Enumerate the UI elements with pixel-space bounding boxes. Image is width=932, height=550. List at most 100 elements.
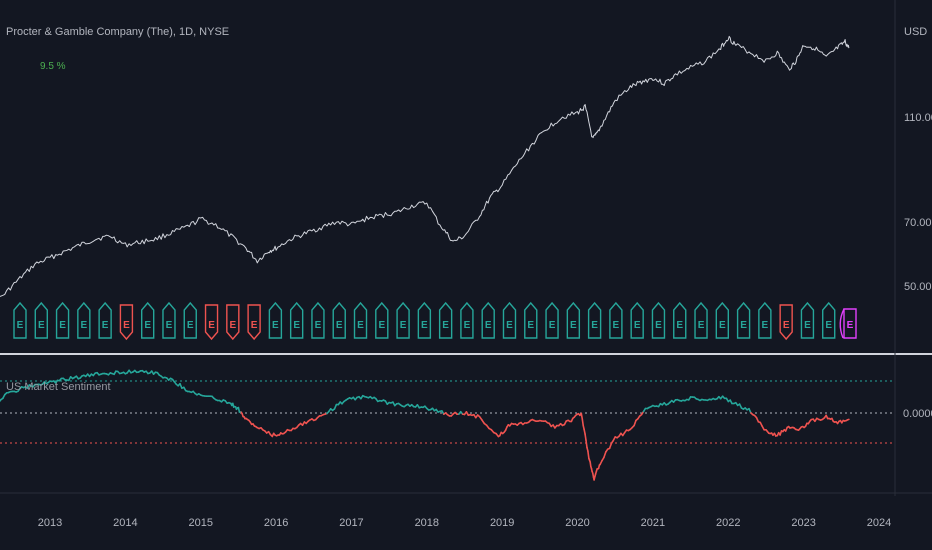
earnings-beat-marker[interactable]: E	[77, 301, 91, 339]
marker-shape	[779, 304, 793, 341]
marker-letter: E	[59, 320, 66, 331]
marker-letter: E	[442, 320, 449, 331]
marker-shape	[630, 301, 644, 339]
time-tick-label: 2020	[565, 517, 589, 529]
earnings-beat-marker[interactable]: E	[630, 301, 644, 339]
marker-letter: E	[570, 320, 577, 331]
earnings-beat-marker[interactable]: E	[289, 301, 304, 339]
marker-shape	[438, 301, 453, 339]
marker-shape	[162, 301, 176, 339]
price-tick-label: 70.00	[904, 217, 932, 229]
marker-shape	[98, 301, 112, 339]
time-tick-label: 2019	[490, 517, 514, 529]
price-line[interactable]	[0, 35, 850, 308]
marker-letter: E	[251, 320, 258, 331]
marker-shape	[140, 301, 155, 339]
earnings-beat-marker[interactable]: E	[566, 301, 581, 339]
price-pane[interactable]	[0, 35, 850, 308]
time-tick-label: 2018	[415, 517, 439, 529]
marker-shape	[566, 301, 581, 339]
earnings-beat-marker[interactable]: E	[98, 301, 112, 339]
sentiment-segment	[846, 418, 850, 421]
sentiment-segment	[179, 382, 183, 390]
earnings-miss-marker[interactable]: E	[226, 304, 240, 341]
earnings-beat-marker[interactable]: E	[736, 301, 751, 339]
earnings-beat-marker[interactable]: E	[524, 301, 538, 339]
earnings-beat-marker[interactable]: E	[673, 301, 687, 339]
marker-letter: E	[293, 320, 300, 331]
earnings-miss-marker[interactable]: E	[119, 304, 134, 341]
earnings-beat-marker[interactable]: E	[332, 301, 346, 339]
change-percent: 9.5 %	[40, 61, 66, 72]
marker-shape	[545, 301, 559, 339]
earnings-beat-marker[interactable]: E	[545, 301, 559, 339]
earnings-beat-marker[interactable]: E	[162, 301, 176, 339]
earnings-beat-marker[interactable]: E	[758, 301, 772, 339]
marker-shape	[204, 304, 219, 341]
marker-shape	[183, 301, 197, 339]
marker-shape	[502, 301, 517, 339]
earnings-beat-marker[interactable]: E	[438, 301, 453, 339]
earnings-beat-marker[interactable]: E	[417, 301, 432, 339]
marker-shape	[55, 301, 70, 339]
marker-letter: E	[400, 320, 407, 331]
earnings-beat-marker[interactable]: E	[694, 301, 708, 339]
earnings-beat-marker[interactable]: E	[502, 301, 517, 339]
earnings-beat-marker[interactable]: E	[268, 301, 283, 339]
earnings-beat-marker[interactable]: E	[715, 301, 730, 339]
marker-shape	[34, 301, 48, 339]
marker-shape	[843, 308, 857, 339]
earnings-beat-marker[interactable]: E	[800, 301, 815, 339]
marker-shape	[651, 301, 666, 339]
marker-shape	[460, 301, 474, 339]
marker-shape	[268, 301, 283, 339]
earnings-beat-marker[interactable]: E	[13, 301, 27, 339]
earnings-miss-marker[interactable]: E	[779, 304, 793, 341]
marker-letter: E	[698, 320, 705, 331]
price-tick-label: 50.00	[904, 281, 932, 293]
earnings-beat-marker[interactable]: E	[183, 301, 197, 339]
time-tick-label: 2013	[38, 517, 62, 529]
sentiment-segment	[584, 433, 587, 442]
marker-shape	[800, 301, 815, 339]
marker-shape	[694, 301, 708, 339]
indicator-title[interactable]: US Market Sentiment	[6, 381, 111, 393]
earnings-beat-marker[interactable]: E	[353, 301, 368, 339]
marker-letter: E	[166, 320, 173, 331]
earnings-miss-marker[interactable]: E	[247, 304, 261, 341]
marker-letter: E	[81, 320, 88, 331]
time-tick-label: 2015	[188, 517, 212, 529]
earnings-beat-marker[interactable]: E	[375, 301, 389, 339]
earnings-miss-marker[interactable]: E	[204, 304, 219, 341]
marker-shape	[289, 301, 304, 339]
marker-shape	[673, 301, 687, 339]
marker-letter: E	[272, 320, 279, 331]
marker-shape	[609, 301, 623, 339]
indicator-pane[interactable]	[0, 369, 895, 481]
earnings-beat-marker[interactable]: E	[651, 301, 666, 339]
earnings-beat-marker[interactable]: E	[822, 301, 836, 339]
earnings-beat-marker[interactable]: E	[34, 301, 48, 339]
sentiment-segment	[580, 412, 584, 420]
price-axis-unit: USD	[904, 26, 927, 38]
earnings-beat-marker[interactable]: E	[460, 301, 474, 339]
marker-letter: E	[549, 320, 556, 331]
time-tick-label: 2021	[641, 517, 665, 529]
marker-letter: E	[38, 320, 45, 331]
earnings-beat-marker[interactable]: E	[587, 301, 602, 339]
earnings-beat-marker[interactable]: E	[311, 301, 325, 339]
marker-letter: E	[634, 320, 641, 331]
chart-title[interactable]: Procter & Gamble Company (The), 1D, NYSE	[6, 26, 230, 38]
marker-letter: E	[187, 320, 194, 331]
earnings-beat-marker[interactable]: E	[481, 301, 495, 339]
marker-letter: E	[804, 320, 811, 331]
earnings-beat-marker[interactable]: E	[140, 301, 155, 339]
earnings-beat-marker[interactable]: E	[609, 301, 623, 339]
split-marker[interactable]: E	[839, 308, 857, 339]
sentiment-segment	[583, 428, 586, 436]
marker-shape	[77, 301, 91, 339]
earnings-beat-marker[interactable]: E	[396, 301, 410, 339]
earnings-beat-marker[interactable]: E	[55, 301, 70, 339]
